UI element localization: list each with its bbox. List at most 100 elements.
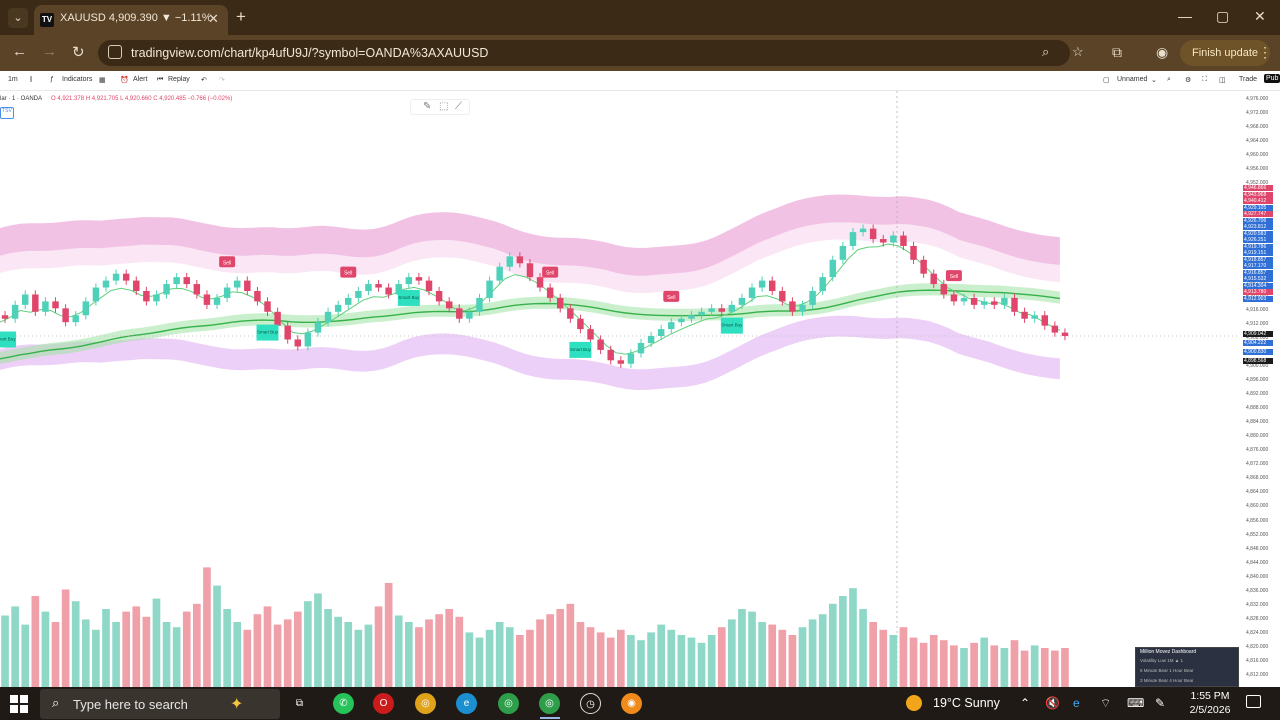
layout-icon[interactable]: ▢ (1103, 77, 1110, 84)
trade-button[interactable]: Trade (1239, 76, 1258, 83)
menu-icon[interactable]: ⋮ (1258, 44, 1272, 60)
price-tag: 4,940.412 (1243, 198, 1273, 204)
price-tag: 4,904.222 (1243, 340, 1273, 346)
edge-icon[interactable]: e (456, 693, 477, 714)
redo-icon[interactable]: ↷ (219, 77, 225, 84)
network-icon[interactable]: ⌔ (1100, 696, 1112, 710)
indicators-button[interactable]: Indicators (62, 76, 93, 83)
layout-dropdown-icon[interactable]: ⌄ (1151, 77, 1157, 84)
minimize-icon[interactable]: — (1178, 8, 1192, 24)
window-close-icon[interactable]: ✕ (1254, 8, 1266, 24)
price-tag: 4,919.151 (1243, 250, 1273, 256)
chrome-icon[interactable]: ◎ (415, 693, 436, 714)
price-tick: 4,900.000 (1246, 362, 1269, 369)
volume-bar (1010, 640, 1019, 687)
zoom-icon[interactable]: ⌕ (1042, 44, 1050, 59)
reload-icon[interactable]: ↻ (72, 44, 85, 61)
finish-update-button[interactable]: Finish update (1180, 40, 1270, 66)
candle-body (1051, 325, 1059, 333)
browser-tab[interactable]: TV XAUUSD 4,909.390 ▼ −1.11% U ✕ (34, 5, 228, 35)
volume-bar (586, 627, 595, 687)
volume-bar (728, 619, 736, 687)
quick-search-icon[interactable]: ⌕ (1167, 76, 1171, 83)
snapshot-icon[interactable]: ◫ (1219, 77, 1226, 84)
chart-pane[interactable]: Sell Sell Sell Sell Sell Smart Buy Smart Buy Sm… (0, 91, 1280, 687)
candle-body (637, 342, 645, 354)
volume-bar (505, 627, 514, 687)
site-info-icon[interactable] (108, 45, 122, 59)
replay-icon[interactable]: ⏮ (157, 76, 164, 83)
clock-app-icon[interactable]: ◷ (580, 693, 601, 714)
omnibox[interactable]: tradingview.com/chart/kp4ufU9J/?symbol=O… (98, 40, 1084, 66)
taskbar-clock[interactable]: 1:55 PM 2/5/2026 (1182, 689, 1238, 717)
price-tag: 4,927.747 (1243, 211, 1273, 217)
volume-bar (687, 637, 696, 687)
line-tool-icon[interactable]: ⟋ (455, 101, 462, 112)
volume-bar (61, 589, 70, 687)
replay-button[interactable]: Replay (168, 76, 190, 83)
back-icon[interactable]: ← (12, 43, 27, 60)
candle-body (647, 336, 655, 343)
copilot-sparkle-icon[interactable]: ✦ (230, 696, 244, 713)
volume-bar (536, 619, 544, 687)
publish-button[interactable]: Pub (1264, 74, 1280, 83)
clock-time: 1:55 PM (1190, 690, 1230, 702)
profile-icon[interactable]: ◉ (1156, 44, 1169, 60)
maximize-icon[interactable]: ▢ (1216, 8, 1230, 24)
sell-signal-label: Sell (667, 295, 675, 301)
price-tag: 4,926.706 (1243, 217, 1273, 224)
edge-tray-icon[interactable]: e (1073, 696, 1080, 710)
windows-taskbar: ⌕ Type here to search ✦ ⧉ ✆ O ◎ e ◎ ◎ ◷ … (0, 687, 1280, 720)
layout-name[interactable]: Unnamed (1117, 76, 1148, 83)
indicators-icon[interactable]: ƒ (50, 76, 54, 83)
url-text[interactable]: tradingview.com/chart/kp4ufU9J/?symbol=O… (131, 46, 489, 60)
volume-muted-icon[interactable]: 🔇 (1045, 696, 1060, 710)
fullscreen-icon[interactable]: ⛶ (1202, 76, 1207, 83)
alert-icon[interactable]: ⏰ (120, 77, 129, 84)
candle-body (880, 239, 887, 243)
plus-icon[interactable]: + (236, 7, 246, 26)
indicator-legend-toggle[interactable]: TSV (0, 107, 14, 119)
star-icon[interactable]: ☆ (1072, 44, 1084, 59)
lower-band (0, 315, 1060, 390)
pen-icon[interactable]: ✎ (423, 101, 432, 112)
price-chart[interactable]: Sell Sell Sell Sell Sell Smart Buy Smart Buy Sm… (0, 91, 1240, 687)
undo-icon[interactable]: ↶ (201, 77, 207, 84)
tab-list-icon[interactable]: ⌄ (8, 8, 28, 28)
chevron-up-icon[interactable]: ⌃ (1020, 696, 1031, 710)
volume-bar (102, 609, 110, 687)
task-view-icon[interactable]: ⧉ (295, 698, 304, 709)
firefox-icon[interactable]: ◉ (621, 693, 642, 714)
taskbar-search-box[interactable]: ⌕ Type here to search ✦ (40, 689, 280, 719)
price-tick: 4,884.000 (1246, 419, 1269, 426)
candle-body (627, 353, 635, 364)
chrome-active-icon[interactable]: ◎ (539, 693, 560, 714)
opera-icon[interactable]: O (373, 693, 394, 714)
price-tick: 4,960.000 (1246, 152, 1269, 159)
candle-body (799, 304, 806, 312)
settings-icon[interactable]: ⚙ (1185, 77, 1192, 84)
close-icon[interactable]: ✕ (208, 11, 219, 26)
keyboard-icon[interactable]: ⌨ (1127, 696, 1145, 710)
forward-icon[interactable]: → (42, 43, 57, 60)
candle-body (264, 301, 271, 312)
crop-icon[interactable]: ⬚ (439, 101, 449, 112)
alert-button[interactable]: Alert (133, 76, 148, 83)
interval-button[interactable]: 1m (8, 76, 18, 83)
volume-bar (758, 622, 766, 687)
candle-body (708, 308, 715, 312)
templates-icon[interactable]: ▦ (99, 77, 106, 84)
whatsapp-icon[interactable]: ✆ (333, 693, 354, 714)
price-axis[interactable]: 4,976.000 4,972.000 4,968.000 4,964.000 4,96… (1240, 91, 1280, 687)
chrome-profile-icon[interactable]: ◎ (498, 693, 519, 714)
chart-type-icon[interactable]: ⫾ (30, 76, 33, 83)
volume-bar (879, 629, 888, 687)
weather-sun-icon[interactable] (906, 695, 922, 711)
notification-icon[interactable] (1246, 695, 1261, 708)
weather-text[interactable]: 19°C Sunny (933, 696, 1000, 710)
volume-bar (71, 601, 80, 687)
pen-tray-icon[interactable]: ✎ (1155, 696, 1166, 710)
symbol-label[interactable]: lar · 1 · OANDA (0, 96, 42, 102)
extensions-icon[interactable]: ⧉ (1112, 44, 1122, 60)
windows-start-icon[interactable] (10, 695, 28, 713)
